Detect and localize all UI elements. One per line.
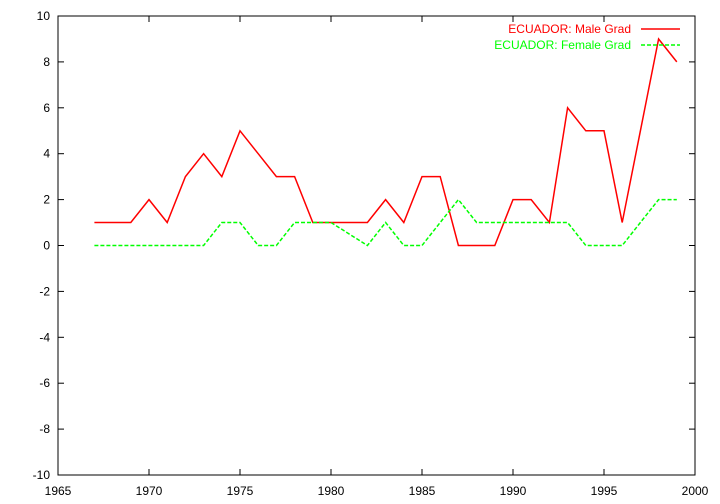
y-tick-label: 6 [43,101,50,115]
x-tick-label: 1970 [136,484,163,498]
x-tick-label: 1985 [409,484,436,498]
plot-frame [57,15,696,476]
y-tick-label: -8 [39,422,50,436]
y-tick-label: 8 [43,55,50,69]
legend: ECUADOR: Male Grad ECUADOR: Female Grad [494,22,680,52]
x-tick-label: 1965 [45,484,72,498]
data-series [94,37,678,247]
x-tick-label: 1975 [227,484,254,498]
x-tick-label: 1990 [500,484,527,498]
legend-label-2: ECUADOR: Female Grad [494,38,631,52]
axis-tick-labels: 1965 1970 1975 1980 1985 1990 1995 2000 -10 -8 -6 -… [33,9,709,498]
legend-label-1: ECUADOR: Male Grad [508,22,631,36]
x-tick-label: 1995 [591,484,618,498]
y-tick-label: -10 [33,468,51,482]
y-tick-label: 2 [43,193,50,207]
series-line-2 [94,198,677,247]
x-tick-label: 1980 [318,484,345,498]
series-line-1 [94,37,678,247]
y-tick-label: -4 [39,330,50,344]
axis-ticks [57,15,696,476]
x-tick-label: 2000 [682,484,709,498]
y-tick-label: -6 [39,376,50,390]
y-tick-label: 4 [43,147,50,161]
y-tick-label: 0 [43,239,50,253]
y-tick-label: 10 [37,9,51,23]
y-tick-label: -2 [39,284,50,298]
